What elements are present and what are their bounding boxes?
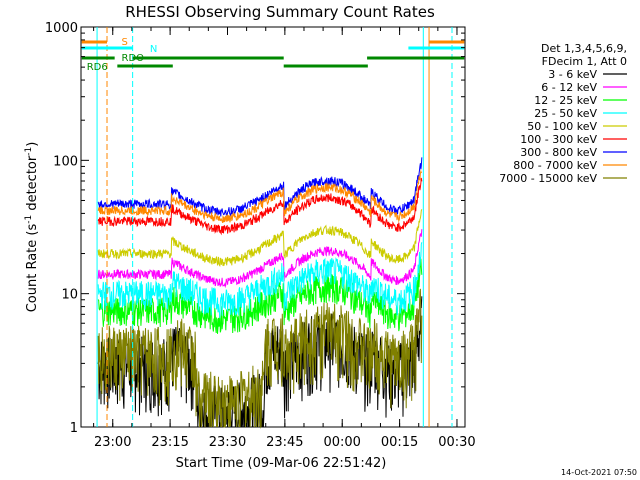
y-tick-label: 100 <box>53 154 78 169</box>
y-tick-label: 1 <box>70 421 78 436</box>
series-line <box>97 242 423 318</box>
series-line <box>97 169 422 224</box>
x-axis-label: Start Time (09-Mar-06 22:51:42) <box>176 456 387 471</box>
x-axis: 23:00 23:15 23:30 23:45 00:00 00:15 00:30 <box>93 27 476 450</box>
legend-label: 6 - 12 keV <box>541 81 597 94</box>
legend-label: 50 - 100 keV <box>527 120 597 133</box>
flags-layer: S N RDO RD6 <box>81 27 465 427</box>
y-tick-label: 10 <box>61 288 78 303</box>
legend-label: 800 - 7000 keV <box>513 159 597 172</box>
legend-label: 3 - 6 keV <box>548 68 597 81</box>
x-tick-label: 00:00 <box>323 435 360 450</box>
series-layer <box>97 157 423 429</box>
legend-label: 300 - 800 keV <box>520 146 597 159</box>
legend: Det 1,3,4,5,6,9, FDecim 1, Att 0 3 - 6 k… <box>499 42 627 185</box>
x-tick-label: 23:15 <box>151 435 188 450</box>
series-line <box>97 229 423 289</box>
series-line <box>97 209 423 268</box>
x-tick-label: 00:30 <box>438 435 475 450</box>
legend-label: 7000 - 15000 keV <box>499 172 597 185</box>
series-line <box>97 258 423 334</box>
y-tick-label: 1000 <box>45 21 78 36</box>
chart-title: RHESSI Observing Summary Count Rates <box>125 3 435 21</box>
x-tick-label: 23:45 <box>266 435 303 450</box>
legend-header-1: Det 1,3,4,5,6,9, <box>541 42 627 55</box>
flag-label: RDO <box>122 53 145 64</box>
plot-frame <box>80 26 466 428</box>
timestamp: 14-Oct-2021 07:50 <box>561 468 637 477</box>
legend-label: 100 - 300 keV <box>520 133 597 146</box>
series-line <box>97 177 423 236</box>
legend-header-2: FDecim 1, Att 0 <box>542 55 627 68</box>
flag-label: RD6 <box>87 62 108 73</box>
y-axis: 1 10 100 1000 <box>45 21 465 436</box>
x-tick-label: 23:00 <box>94 435 131 450</box>
series-line <box>97 288 423 429</box>
x-tick-label: 23:30 <box>209 435 246 450</box>
plot-area: S N RDO RD6 <box>80 26 466 429</box>
flag-label: N <box>150 44 157 55</box>
legend-label: 25 - 50 keV <box>534 107 597 120</box>
legend-label: 12 - 25 keV <box>534 94 597 107</box>
x-tick-label: 00:15 <box>381 435 418 450</box>
flag-label: S <box>122 37 128 48</box>
y-axis-label: Count Rate (s-1 detector-1) <box>24 142 40 313</box>
